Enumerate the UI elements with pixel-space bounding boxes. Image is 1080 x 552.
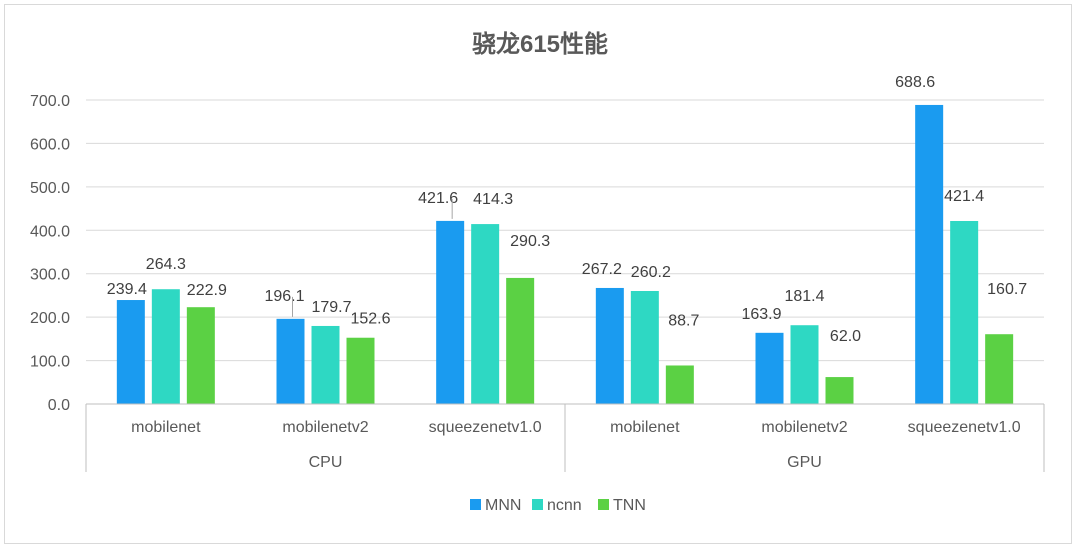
x-category-label: squeezenetv1.0 bbox=[429, 419, 542, 436]
x-category-label: mobilenet bbox=[131, 419, 201, 436]
data-label: 267.2 bbox=[582, 261, 622, 278]
y-tick-label: 400.0 bbox=[30, 223, 70, 240]
data-label: 421.4 bbox=[944, 188, 984, 205]
legend-label-ncnn: ncnn bbox=[547, 497, 582, 514]
data-label: 414.3 bbox=[473, 191, 513, 208]
legend: MNN ncnn TNN bbox=[470, 497, 646, 514]
bar-mnn bbox=[595, 287, 624, 404]
x-category-label: mobilenetv2 bbox=[282, 419, 368, 436]
data-label: 260.2 bbox=[631, 264, 671, 281]
bar-tnn bbox=[825, 377, 854, 404]
bar-mnn bbox=[436, 220, 465, 404]
x-group-label: CPU bbox=[309, 454, 343, 471]
chart-title: 骁龙615性能 bbox=[472, 30, 608, 58]
y-tick-label: 600.0 bbox=[30, 136, 70, 153]
data-label: 239.4 bbox=[107, 281, 147, 298]
bar-ncnn bbox=[471, 224, 500, 404]
data-label: 222.9 bbox=[187, 282, 227, 299]
legend-label-tnn: TNN bbox=[613, 497, 646, 514]
legend-label-mnn: MNN bbox=[485, 497, 521, 514]
bar-tnn bbox=[506, 277, 535, 404]
x-group-label: GPU bbox=[787, 454, 822, 471]
bar-tnn bbox=[985, 334, 1014, 404]
bar-tnn bbox=[665, 365, 694, 404]
data-label: 264.3 bbox=[146, 256, 186, 273]
data-label: 688.6 bbox=[895, 74, 935, 91]
bar-tnn bbox=[186, 307, 215, 404]
y-tick-label: 700.0 bbox=[30, 93, 70, 110]
data-label: 421.6 bbox=[418, 190, 458, 207]
bar-ncnn bbox=[151, 289, 180, 404]
bar-ncnn bbox=[950, 220, 979, 404]
bar-ncnn bbox=[790, 325, 819, 404]
bar-mnn bbox=[116, 300, 145, 404]
data-label: 163.9 bbox=[741, 306, 781, 323]
y-tick-label: 200.0 bbox=[30, 310, 70, 327]
legend-swatch-ncnn bbox=[532, 499, 543, 510]
legend-swatch-mnn bbox=[470, 499, 481, 510]
bar-mnn bbox=[755, 332, 784, 404]
data-label: 290.3 bbox=[510, 233, 550, 250]
data-label: 181.4 bbox=[784, 288, 824, 305]
y-tick-label: 500.0 bbox=[30, 180, 70, 197]
x-category-label: mobilenet bbox=[610, 419, 680, 436]
bar-ncnn bbox=[311, 325, 340, 404]
legend-swatch-tnn bbox=[598, 499, 609, 510]
bar-mnn bbox=[276, 318, 305, 404]
x-category-label: squeezenetv1.0 bbox=[908, 419, 1021, 436]
x-category-label: mobilenetv2 bbox=[761, 419, 847, 436]
y-tick-label: 100.0 bbox=[30, 354, 70, 371]
bar-tnn bbox=[346, 337, 375, 404]
y-tick-label: 0.0 bbox=[48, 397, 70, 414]
data-labels: 239.4 196.1 421.6 267.2 163.9 688.6 264.3 179.7… bbox=[107, 74, 1027, 345]
data-label: 62.0 bbox=[830, 328, 861, 345]
data-label: 88.7 bbox=[668, 312, 699, 329]
data-label: 152.6 bbox=[350, 311, 390, 328]
y-tick-label: 300.0 bbox=[30, 267, 70, 284]
data-label: 179.7 bbox=[311, 299, 351, 316]
gridlines bbox=[86, 99, 1044, 362]
data-label: 196.1 bbox=[264, 288, 304, 305]
bar-ncnn bbox=[630, 290, 659, 404]
axes: 0.0 100.0 200.0 300.0 400.0 500.0 600.0 700.0 mo… bbox=[30, 93, 1045, 472]
bar-mnn bbox=[915, 104, 944, 404]
data-label: 160.7 bbox=[987, 281, 1027, 298]
bars bbox=[116, 104, 1014, 404]
